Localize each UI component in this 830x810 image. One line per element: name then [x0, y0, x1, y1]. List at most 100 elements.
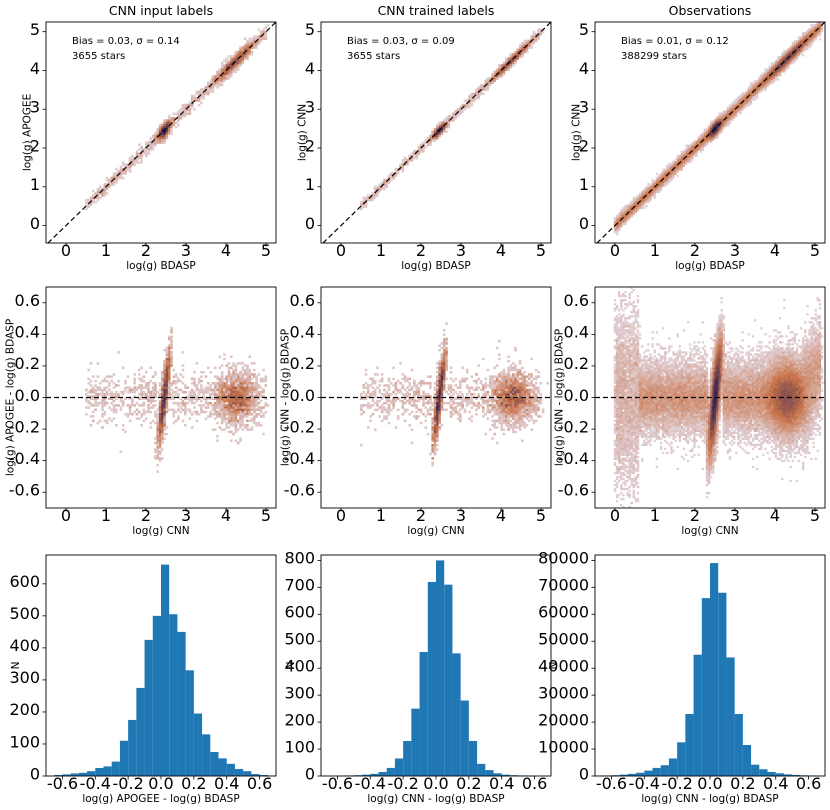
density-cell	[431, 139, 434, 142]
y-tick-label: 0	[579, 214, 589, 233]
density-cell	[383, 417, 386, 420]
density-cell	[641, 204, 644, 208]
density-cell	[408, 377, 411, 381]
density-cell	[530, 397, 533, 401]
density-cell	[684, 425, 688, 428]
density-cell	[764, 86, 767, 89]
density-cell	[486, 77, 490, 80]
density-cell	[121, 163, 125, 166]
density-cell	[440, 401, 444, 405]
density-cell	[223, 77, 226, 80]
density-cell	[401, 163, 405, 166]
density-cell	[523, 388, 526, 392]
density-cell	[749, 94, 753, 97]
density-cell	[167, 408, 171, 412]
density-cell	[105, 401, 109, 405]
density-cell	[204, 399, 208, 403]
density-cell	[158, 426, 162, 429]
density-cell	[477, 386, 480, 389]
density-cell	[670, 162, 673, 165]
density-cell	[144, 417, 148, 420]
density-cell	[232, 424, 235, 427]
density-cell	[733, 112, 736, 115]
density-cell	[234, 379, 238, 383]
density-cell	[241, 55, 245, 58]
density-cell	[772, 417, 776, 420]
density-cell	[712, 381, 715, 384]
density-cell	[808, 36, 811, 39]
density-cell	[657, 417, 661, 420]
density-cell	[369, 415, 372, 418]
density-cell	[394, 399, 398, 403]
density-cell	[774, 72, 778, 75]
density-cell	[733, 391, 736, 394]
density-cell	[781, 68, 784, 71]
density-cell	[438, 399, 441, 403]
density-cell	[507, 377, 510, 381]
density-cell	[653, 180, 656, 184]
density-cell	[218, 410, 222, 414]
density-cell	[436, 426, 439, 429]
density-cell	[415, 152, 418, 155]
density-cell	[142, 386, 146, 389]
density-cell	[507, 373, 510, 376]
density-cell	[394, 172, 398, 175]
density-cell	[239, 439, 242, 442]
density-cell	[689, 160, 692, 163]
density-cell	[259, 33, 263, 36]
density-cell	[163, 377, 166, 381]
density-cell	[808, 413, 811, 416]
density-cell	[158, 125, 162, 129]
density-cell	[165, 373, 169, 376]
density-cell	[431, 404, 434, 407]
density-cell	[154, 373, 157, 376]
density-cell	[167, 397, 171, 401]
density-cell	[722, 116, 725, 119]
density-cell	[649, 188, 652, 192]
density-cell	[362, 198, 365, 202]
density-cell	[802, 42, 805, 45]
density-cell	[408, 401, 411, 405]
density-cell	[429, 401, 432, 405]
density-cell	[360, 443, 363, 447]
density-cell	[509, 59, 513, 63]
density-cell	[783, 50, 786, 53]
density-cell	[149, 136, 153, 140]
density-cell	[724, 120, 728, 123]
density-cell	[514, 430, 517, 434]
density-cell	[92, 397, 95, 401]
density-cell	[438, 121, 441, 124]
density-cell	[684, 156, 688, 159]
density-cell	[521, 417, 524, 420]
density-cell	[110, 395, 113, 398]
density-cell	[521, 377, 524, 381]
density-cell	[193, 406, 196, 409]
density-cell	[218, 377, 222, 381]
density-cell	[449, 114, 453, 118]
density-cell	[188, 410, 192, 414]
density-cell	[783, 401, 786, 404]
density-cell	[703, 391, 707, 394]
density-cell	[511, 388, 515, 392]
density-cell	[246, 410, 249, 414]
density-cell	[232, 417, 235, 420]
density-cell	[638, 194, 642, 198]
x-tick-label: 3	[456, 506, 466, 525]
density-cell	[772, 78, 776, 81]
density-cell	[158, 459, 162, 462]
density-cell	[470, 92, 474, 96]
density-cell	[785, 387, 788, 390]
density-cell	[689, 371, 692, 374]
density-cell	[724, 383, 728, 386]
density-cell	[676, 162, 679, 165]
density-cell	[440, 366, 444, 370]
density-cell	[772, 381, 776, 384]
density-cell	[417, 386, 421, 389]
density-cell	[768, 70, 771, 73]
density-cell	[236, 52, 240, 56]
density-cell	[718, 379, 721, 382]
density-cell	[760, 88, 763, 91]
density-cell	[227, 59, 231, 63]
density-cell	[661, 184, 665, 188]
density-cell	[195, 99, 199, 102]
